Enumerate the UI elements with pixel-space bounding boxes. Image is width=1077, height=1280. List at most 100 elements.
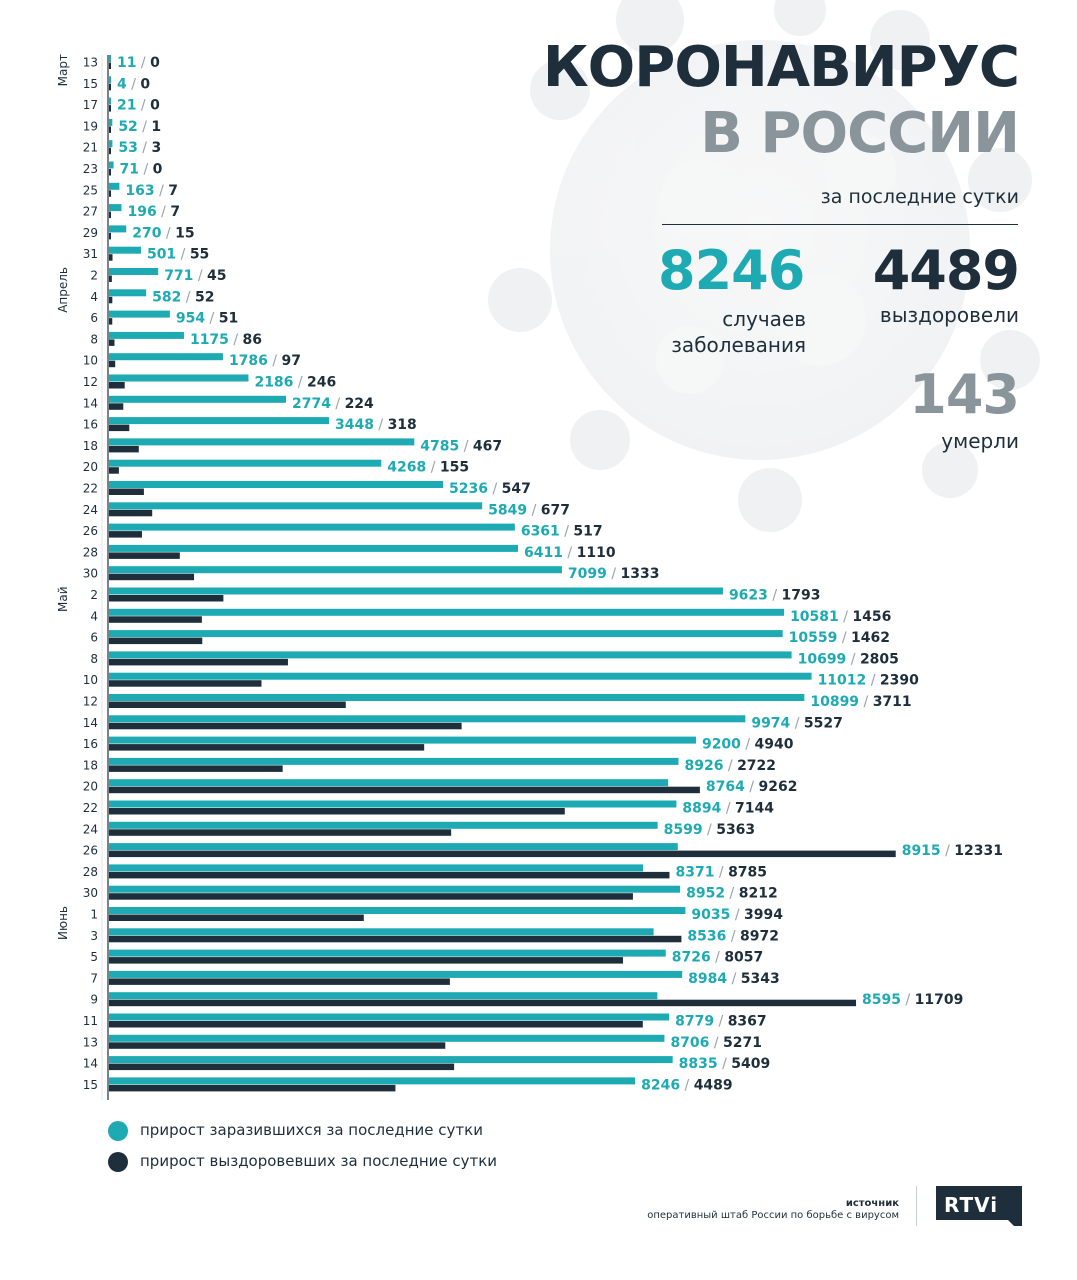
day-label: 26 — [83, 524, 98, 538]
infected-value: 6361 — [521, 524, 560, 540]
value-label: 6411 / 1110 — [524, 545, 616, 561]
infected-bar — [109, 289, 147, 297]
deaths-count: 143 — [909, 363, 1020, 426]
infected-value: 8246 — [641, 1077, 680, 1093]
recovered-bar — [109, 147, 111, 155]
value-label: 8926 / 2722 — [684, 758, 776, 774]
recovered-bar — [109, 275, 112, 282]
recovered-value: 8785 — [728, 864, 767, 880]
value-separator: / — [839, 609, 853, 625]
value-label: 8726 / 8057 — [672, 950, 764, 966]
value-label: 4 / 0 — [117, 76, 150, 92]
infected-value: 8595 — [862, 992, 901, 1008]
value-label: 9035 / 3994 — [691, 907, 783, 923]
day-label: 6 — [90, 631, 98, 645]
subtitle: за последние сутки — [820, 186, 1019, 208]
infected-value: 6411 — [524, 545, 563, 561]
value-label: 8915 / 12331 — [902, 843, 1003, 859]
value-label: 10559 / 1462 — [789, 630, 890, 646]
day-label: 30 — [83, 886, 98, 900]
day-label: 24 — [83, 503, 98, 517]
infected-value: 8894 — [682, 801, 721, 817]
day-label: 13 — [83, 56, 98, 70]
day-label: 4 — [90, 609, 98, 623]
recovered-bar — [109, 722, 462, 730]
recovered-value: 7 — [168, 183, 178, 199]
recovered-value: 45 — [207, 268, 226, 284]
infected-bar — [109, 757, 679, 765]
day-label: 28 — [83, 545, 98, 559]
value-label: 8706 / 5271 — [670, 1035, 762, 1051]
recovered-value: 0 — [140, 76, 150, 92]
infected-value: 5236 — [449, 481, 488, 497]
infected-value: 71 — [120, 162, 139, 178]
value-label: 1786 / 97 — [229, 353, 301, 369]
recovered-value: 52 — [195, 289, 214, 305]
recovered-bar — [109, 871, 670, 879]
recovered-value: 155 — [440, 460, 469, 476]
value-separator: / — [859, 694, 873, 710]
infected-bar — [109, 438, 415, 446]
value-separator: / — [730, 907, 744, 923]
value-label: 8595 / 11709 — [862, 992, 963, 1008]
day-label: 19 — [83, 119, 98, 133]
infected-value: 8371 — [675, 864, 714, 880]
day-label: 16 — [83, 737, 98, 751]
recovered-value: 3711 — [873, 694, 912, 710]
value-label: 954 / 51 — [176, 311, 238, 327]
infected-bar — [109, 268, 159, 275]
day-label: 15 — [83, 77, 98, 91]
value-separator: / — [127, 76, 141, 92]
day-label: 29 — [83, 226, 98, 240]
recovered-value: 2805 — [860, 651, 899, 667]
infected-bar — [109, 800, 677, 808]
infected-value: 8984 — [688, 971, 727, 987]
infected-bar — [109, 694, 805, 701]
recovered-value: 2722 — [737, 758, 776, 774]
value-separator: / — [741, 737, 755, 753]
value-separator: / — [866, 673, 880, 689]
recovered-bar — [109, 999, 857, 1007]
recovered-bar — [109, 765, 283, 772]
value-label: 4268 / 155 — [387, 460, 469, 476]
infected-bar — [109, 970, 683, 978]
value-label: 582 / 52 — [152, 289, 214, 305]
infected-bar — [109, 715, 746, 723]
day-label: 21 — [83, 141, 98, 155]
day-label: 23 — [83, 162, 98, 176]
value-label: 10581 / 1456 — [790, 609, 891, 625]
recovered-value: 8057 — [724, 950, 763, 966]
value-label: 9200 / 4940 — [702, 737, 794, 753]
recovered-bar — [109, 1042, 446, 1049]
value-label: 5849 / 677 — [488, 502, 570, 518]
recovered-bar — [109, 83, 111, 91]
value-label: 5236 / 547 — [449, 481, 531, 497]
cases-count: 8246 — [658, 239, 805, 302]
infected-bar — [109, 992, 658, 1000]
day-label: 14 — [83, 1057, 98, 1071]
value-label: 270 / 15 — [132, 225, 194, 241]
day-label: 20 — [83, 780, 98, 794]
infected-bar — [109, 630, 783, 638]
infected-bar — [109, 779, 669, 787]
day-label: 22 — [83, 801, 98, 815]
value-label: 8246 / 4489 — [641, 1077, 733, 1093]
infected-value: 196 — [128, 204, 157, 220]
day-label: 4 — [90, 290, 98, 304]
day-label: 14 — [83, 716, 98, 730]
infected-value: 954 — [176, 311, 205, 327]
value-separator: / — [136, 98, 150, 114]
value-label: 2186 / 246 — [254, 375, 336, 391]
recovered-bar — [109, 573, 195, 581]
value-separator: / — [181, 289, 195, 305]
title-line-2: В РОССИИ — [700, 101, 1020, 166]
value-label: 7099 / 1333 — [568, 566, 660, 582]
infected-bar — [109, 502, 483, 510]
day-label: 10 — [83, 354, 98, 368]
value-separator: / — [723, 758, 737, 774]
value-separator: / — [790, 715, 804, 731]
recovered-bar — [109, 808, 565, 815]
infected-value: 8915 — [902, 843, 941, 859]
value-label: 53 / 3 — [118, 140, 161, 156]
infected-bar — [109, 97, 111, 105]
